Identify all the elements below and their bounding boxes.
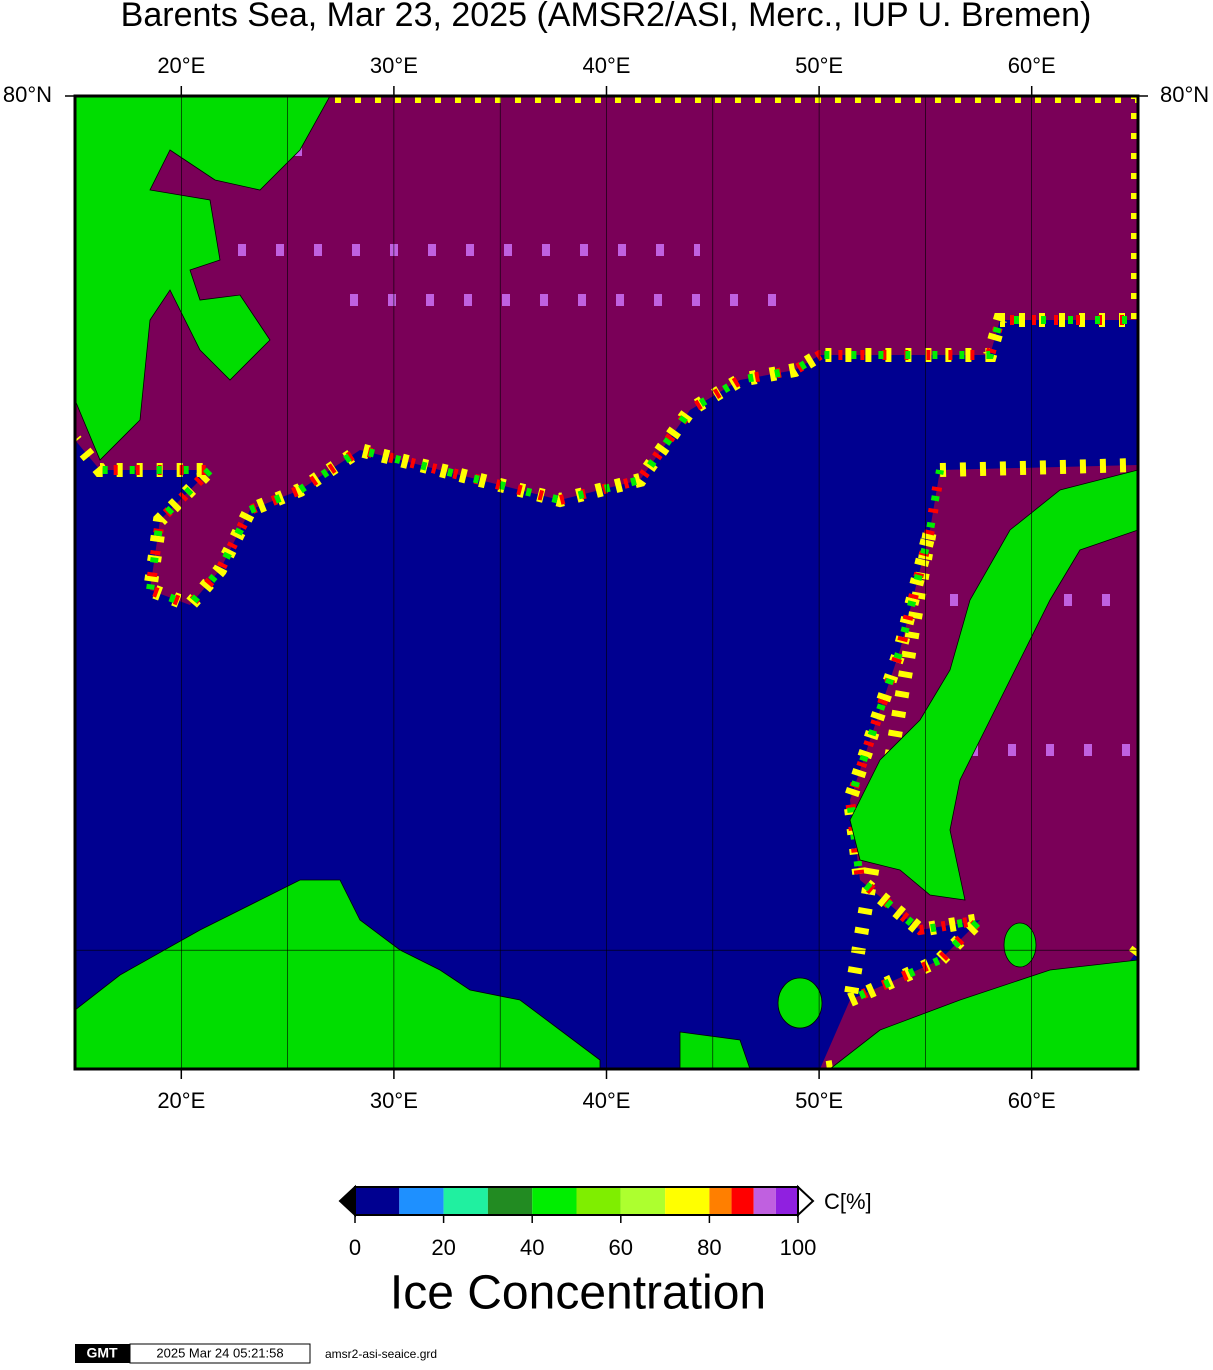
colorbar-frame	[354, 1186, 799, 1216]
colorbar-tick-label: 100	[780, 1235, 817, 1260]
mainland-east	[829, 959, 1138, 1069]
timestamp-box	[129, 1343, 311, 1364]
colorbar-under	[338, 1184, 356, 1218]
x-tick-label: 50°E	[795, 1088, 843, 1113]
colorbar-segment	[709, 1187, 732, 1215]
colorbar-segment	[532, 1187, 577, 1215]
map-title: Barents Sea, Mar 23, 2025 (AMSR2/ASI, Me…	[121, 0, 1092, 34]
colorbar-tick-label: 0	[349, 1235, 361, 1260]
colorbar-segment	[620, 1187, 666, 1215]
logo-box	[75, 1344, 130, 1363]
colorbar-unit: C[%]	[824, 1189, 872, 1214]
x-tick-label: 20°E	[157, 53, 205, 78]
x-tick-label: 30°E	[370, 1088, 418, 1113]
colorbar-tick-label: 60	[609, 1235, 633, 1260]
file-name: amsr2-asi-seaice.grd	[325, 1347, 437, 1361]
colorbar-segment	[731, 1187, 754, 1215]
colorbar-segment	[753, 1187, 776, 1215]
y-tick-label: 80°N	[1160, 82, 1209, 107]
colorbar-tick-label: 20	[431, 1235, 455, 1260]
novaya-zemlya	[849, 469, 1138, 901]
colorbar-segment	[355, 1187, 400, 1215]
colorbar-label: Ice Concentration	[390, 1267, 766, 1320]
timestamp: 2025 Mar 24 05:21:58	[156, 1345, 283, 1360]
colorbar-segment	[487, 1187, 533, 1215]
x-tick-label: 30°E	[370, 53, 418, 78]
colorbar-segment	[665, 1187, 710, 1215]
x-tick-label: 40°E	[583, 53, 631, 78]
ice-edge	[100, 315, 1138, 1005]
kanin	[679, 1031, 751, 1069]
x-tick-label: 20°E	[157, 1088, 205, 1113]
colorbar-over	[797, 1184, 815, 1218]
colorbar-segment	[399, 1187, 444, 1215]
colorbar-segment	[576, 1187, 621, 1215]
x-tick-label: 50°E	[795, 53, 843, 78]
colorbar-tick-label: 40	[520, 1235, 544, 1260]
colorbar-segment	[775, 1187, 798, 1215]
land	[75, 96, 1138, 1069]
logo: GMT	[86, 1345, 118, 1361]
footer: GMT 2025 Mar 24 05:21:58 amsr2-asi-seaic…	[75, 1343, 437, 1364]
colorbar-segment	[443, 1187, 488, 1215]
svalbard	[75, 96, 331, 461]
kolguev	[777, 977, 823, 1029]
y-tick-label: 80°N	[3, 82, 52, 107]
x-tick-label: 60°E	[1008, 1088, 1056, 1113]
ice-field	[820, 465, 1138, 1069]
x-tick-label: 40°E	[583, 1088, 631, 1113]
colorbar-tick-label: 80	[697, 1235, 721, 1260]
mainland-west	[75, 879, 601, 1069]
x-tick-label: 60°E	[1008, 53, 1056, 78]
vaygach	[1003, 922, 1037, 968]
